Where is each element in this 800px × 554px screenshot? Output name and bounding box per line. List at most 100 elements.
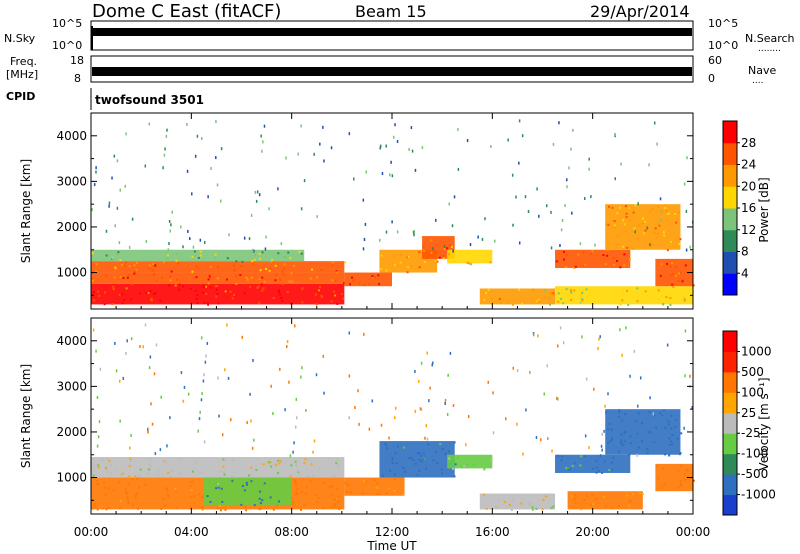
data-speckle [407,256,410,259]
data-speckle [288,280,291,283]
data-speckle [624,431,627,434]
data-speckle [295,397,298,401]
data-speckle [207,195,209,199]
data-speckle [512,223,514,227]
y-tick-label: 3000 [56,379,87,393]
data-speckle [171,470,174,473]
data-speckle [269,267,272,270]
data-speckle [598,337,600,341]
data-speckle [447,450,450,453]
data-speckle [547,437,549,441]
data-speckle [168,284,171,287]
data-speckle [164,147,166,151]
data-speckle [389,469,392,472]
data-speckle [347,483,350,486]
data-speckle [296,492,299,495]
data-speckle [290,464,293,467]
data-speckle [611,438,614,441]
data-speckle [99,367,102,371]
data-speckle [660,294,663,297]
data-speckle [365,170,368,174]
data-speckle [147,291,150,294]
data-speckle [579,464,582,467]
data-speckle [613,220,616,223]
data-speckle [619,303,622,306]
data-speckle [379,238,381,242]
data-speckle [595,459,598,462]
data-speckle [620,439,623,442]
data-speckle [123,264,126,267]
data-speckle [510,508,513,511]
data-speckle [678,243,681,246]
data-speckle [330,485,333,488]
data-speckle [562,341,565,345]
data-speckle [91,252,94,255]
data-speckle [186,169,189,173]
data-speckle [91,272,94,275]
data-speckle [111,176,113,180]
data-speckle [149,465,152,468]
data-speckle [503,500,506,503]
data-speckle [605,411,607,415]
data-speckle [439,442,442,445]
data-speckle [297,152,299,156]
data-speckle [649,396,651,400]
data-speckle [357,389,359,393]
data-speckle [92,328,95,332]
data-speckle [621,292,624,295]
data-speckle [336,464,339,467]
data-speckle [151,422,154,426]
data-speckle [277,187,279,191]
data-speckle [511,303,514,306]
colorbar-swatch [723,186,737,209]
data-speckle [535,300,538,303]
data-speckle [264,247,267,251]
data-speckle [200,398,203,402]
data-band [479,493,556,510]
data-speckle [280,297,283,300]
data-speckle [303,462,306,465]
data-speckle [232,458,235,461]
data-speckle [285,156,287,160]
data-speckle [163,459,166,462]
data-speckle [243,236,246,240]
data-speckle [294,324,296,328]
data-speckle [570,495,573,498]
data-speckle [518,288,521,291]
data-speckle [435,451,438,454]
data-speckle [537,334,539,338]
date-title: 29/Apr/2014 [590,2,690,21]
data-speckle [105,467,108,470]
data-speckle [294,481,297,484]
data-speckle [626,246,629,249]
data-speckle [336,302,339,305]
data-speckle [250,419,252,423]
data-speckle [160,276,163,279]
data-speckle [111,302,114,305]
data-speckle [653,441,656,444]
data-speckle [166,128,168,132]
data-speckle [410,457,413,460]
data-speckle [254,190,257,194]
data-speckle [93,299,96,302]
data-speckle [219,509,222,512]
data-speckle [653,121,656,125]
data-speckle [233,269,236,272]
data-speckle [134,475,137,478]
data-speckle [343,261,346,264]
data-speckle [659,274,662,277]
data-speckle [268,207,270,211]
data-speckle [453,260,456,263]
data-speckle [261,276,264,279]
data-speckle [671,273,674,276]
data-speckle [678,453,681,456]
colorbar-tick-label: 12 [741,223,756,237]
data-speckle [334,505,337,508]
data-speckle [217,482,220,485]
data-speckle [259,483,262,486]
data-speckle [600,471,603,474]
data-speckle [577,253,580,256]
colorbar-swatch [723,494,737,516]
data-speckle [105,275,108,278]
data-speckle [680,432,683,435]
